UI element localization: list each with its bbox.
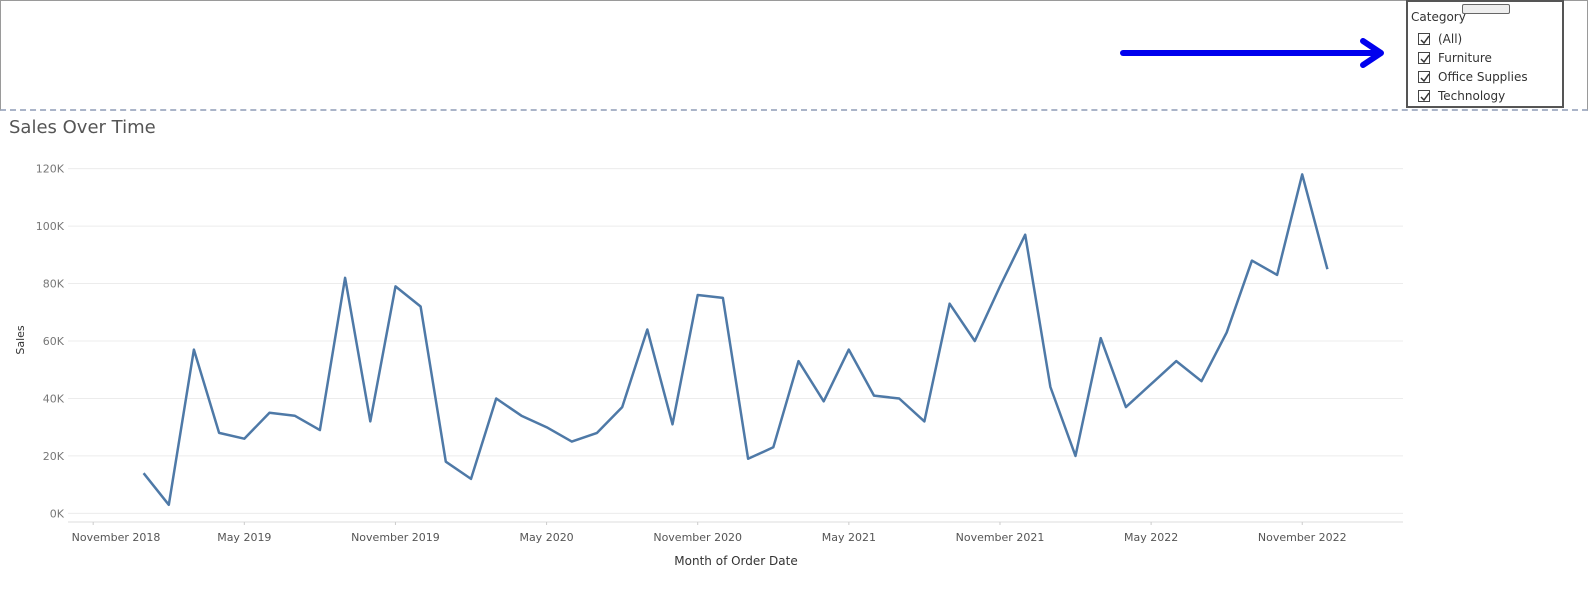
option-label[interactable]: Office Supplies bbox=[1438, 70, 1528, 84]
chart-title: Sales Over Time bbox=[9, 117, 156, 138]
chart: Sales Over Time Month of Order Date Sale… bbox=[9, 117, 1403, 568]
check bbox=[1420, 35, 1430, 45]
checkbox[interactable] bbox=[1418, 33, 1430, 45]
y-tick-label: 120K bbox=[36, 163, 65, 176]
filter-title: Category bbox=[1411, 10, 1466, 24]
option-label[interactable]: (All) bbox=[1438, 32, 1463, 46]
x-tick-label: May 2021 bbox=[822, 531, 876, 544]
y-tick-label: 20K bbox=[43, 450, 65, 463]
filter-option[interactable]: (All) bbox=[1418, 30, 1462, 48]
checkbox[interactable] bbox=[1418, 90, 1430, 102]
top-panel bbox=[0, 0, 1588, 111]
x-tick-label: November 2022 bbox=[1258, 531, 1347, 544]
x-tick-label: November 2020 bbox=[653, 531, 742, 544]
y-axis-label: Sales bbox=[14, 325, 27, 355]
drag-handle[interactable] bbox=[1462, 4, 1510, 14]
x-tick-label: May 2019 bbox=[217, 531, 271, 544]
x-axis-label: Month of Order Date bbox=[674, 554, 797, 568]
y-tick-label: 100K bbox=[36, 220, 65, 233]
check bbox=[1420, 54, 1430, 64]
check bbox=[1420, 73, 1430, 83]
sales-line bbox=[142, 173, 1329, 507]
x-tick-label: November 2021 bbox=[956, 531, 1045, 544]
checkbox[interactable] bbox=[1418, 71, 1430, 83]
x-tick-label: May 2022 bbox=[1124, 531, 1178, 544]
x-tick-label: November 2018 bbox=[72, 531, 161, 544]
option-label[interactable]: Furniture bbox=[1438, 51, 1492, 65]
x-tick-label: May 2020 bbox=[519, 531, 573, 544]
y-tick-label: 0K bbox=[50, 507, 65, 520]
filter-option[interactable]: Furniture bbox=[1418, 49, 1492, 67]
filter-option[interactable]: Technology bbox=[1418, 87, 1505, 105]
arrow bbox=[1120, 38, 1384, 68]
check bbox=[1420, 92, 1430, 102]
y-tick-label: 80K bbox=[43, 278, 65, 291]
category-filter: Category (All) Furniture Office Supplies Te… bbox=[1406, 0, 1564, 108]
checkbox[interactable] bbox=[1418, 52, 1430, 64]
filter-option[interactable]: Office Supplies bbox=[1418, 68, 1528, 86]
y-tick-label: 60K bbox=[43, 335, 65, 348]
x-tick-label: November 2019 bbox=[351, 531, 440, 544]
option-label[interactable]: Technology bbox=[1438, 89, 1506, 103]
y-tick-label: 40K bbox=[43, 392, 65, 405]
